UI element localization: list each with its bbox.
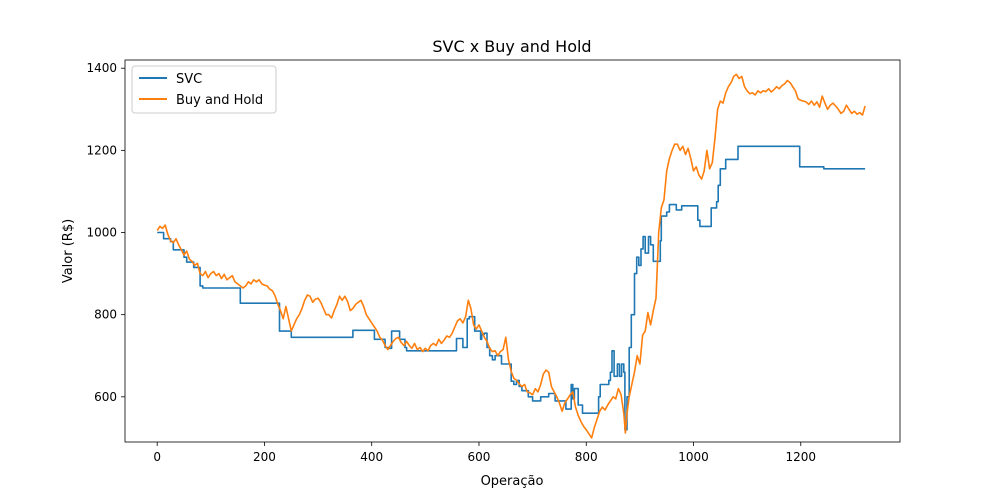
x-tick-label: 0 xyxy=(153,450,161,464)
legend-label-buy-and-hold: Buy and Hold xyxy=(176,93,263,108)
series-line-buy-and-hold xyxy=(156,73,866,439)
axes-layer: 0 200 400 600 800 1000 1200 600 800 1000 1200 1400 xyxy=(86,61,816,464)
x-tick-label: 400 xyxy=(360,450,383,464)
x-axis-label: Operação xyxy=(481,474,544,489)
y-tick-label: 600 xyxy=(94,390,117,404)
chart-title: SVC x Buy and Hold xyxy=(432,37,591,56)
x-tick-label: 600 xyxy=(468,450,491,464)
y-axis-label: Valor (R$) xyxy=(61,219,76,283)
y-tick-label: 1400 xyxy=(86,61,117,75)
y-tick-label: 1000 xyxy=(86,226,117,240)
y-tick-label: 800 xyxy=(94,308,117,322)
x-tick-label: 800 xyxy=(575,450,598,464)
legend: SVC Buy and Hold xyxy=(131,65,277,114)
plot-area xyxy=(125,60,900,442)
plot-frame xyxy=(124,59,901,443)
series-line-svc xyxy=(157,145,866,431)
x-tick-label: 1200 xyxy=(786,450,817,464)
x-tick-label: 1000 xyxy=(678,450,709,464)
legend-label-svc: SVC xyxy=(176,72,202,87)
x-tick-label: 200 xyxy=(253,450,276,464)
legend-box xyxy=(131,65,277,114)
y-tick-label: 1200 xyxy=(86,143,117,157)
series-layer xyxy=(156,73,866,439)
